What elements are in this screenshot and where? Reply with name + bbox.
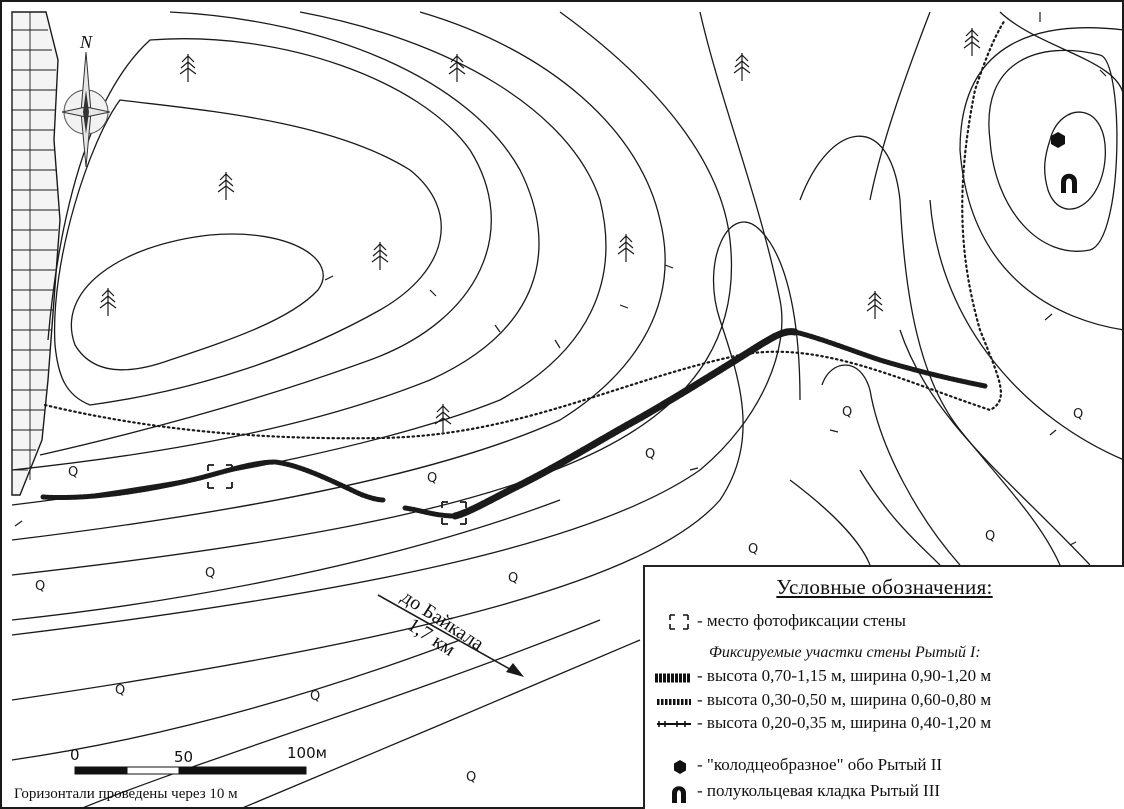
tree-icon xyxy=(618,234,634,262)
tree-icon xyxy=(964,28,980,56)
wall-thin-icon xyxy=(655,719,693,729)
scale-end: 100м xyxy=(287,744,327,762)
q-label: Q xyxy=(842,405,852,420)
wall-section-northeast xyxy=(795,332,985,386)
q-label: Q xyxy=(645,447,655,462)
q-label: Q xyxy=(985,529,995,544)
wall-section-west xyxy=(43,462,384,500)
masonry-icon xyxy=(671,785,687,803)
legend-sections-title: Фиксируемые участки стены Рытый I: xyxy=(709,644,981,662)
q-label: Q xyxy=(508,571,518,586)
scale-caption: Горизонтали проведены через 10 м xyxy=(14,786,238,803)
obo-icon xyxy=(673,760,687,774)
scale-mid: 50 xyxy=(174,748,193,766)
tree-icon xyxy=(867,291,883,319)
q-label: Q xyxy=(115,683,125,698)
tree-icon xyxy=(449,54,465,82)
wall-mid-icon xyxy=(655,697,693,707)
direction-to-baikal: до Байкала 1,7 км xyxy=(378,586,524,677)
legend-title: Условные обозначения: xyxy=(645,575,1124,600)
wall-thick-icon xyxy=(653,672,693,684)
scale-zero: 0 xyxy=(70,746,80,764)
q-label: Q xyxy=(427,471,437,486)
legend-photo-place: - место фотофиксации стены xyxy=(697,611,906,631)
scale-bar xyxy=(75,767,306,774)
north-arrow: N xyxy=(62,32,110,167)
legend-obo: - "колодцеобразное" обо Рытый II xyxy=(697,755,942,775)
legend-section-3: - высота 0,20-0,35 м, ширина 0,40-1,20 м xyxy=(697,713,991,733)
tree-icon xyxy=(180,54,196,82)
tree-icon xyxy=(372,242,388,270)
wall-rytyi-1 xyxy=(43,332,985,516)
legend-section-1: - высота 0,70-1,15 м, ширина 0,90-1,20 м xyxy=(697,666,991,686)
q-label: Q xyxy=(68,465,78,480)
legend-section-2: - высота 0,30-0,50 м, ширина 0,60-0,80 м xyxy=(697,690,991,710)
dotted-track xyxy=(45,20,1005,438)
rytyi-2-obo xyxy=(1051,132,1065,148)
photo-place-icon xyxy=(669,614,689,630)
q-label: Q xyxy=(1073,407,1083,422)
q-label: Q xyxy=(748,542,758,557)
q-label: Q xyxy=(310,689,320,704)
tree-icon xyxy=(734,53,750,81)
q-label: Q xyxy=(35,579,45,594)
north-letter: N xyxy=(79,32,93,52)
cliff-hatching xyxy=(12,12,60,495)
legend-masonry: - полукольцевая кладка Рытый III xyxy=(697,781,940,801)
q-label: Q xyxy=(205,566,215,581)
tree-icon xyxy=(100,288,116,316)
q-label: Q xyxy=(466,770,476,785)
legend: Условные обозначения: - место фотофиксац… xyxy=(643,565,1124,809)
tree-icon xyxy=(218,172,234,200)
forest-symbols xyxy=(100,28,980,432)
rytyi-3-masonry xyxy=(1061,174,1077,193)
